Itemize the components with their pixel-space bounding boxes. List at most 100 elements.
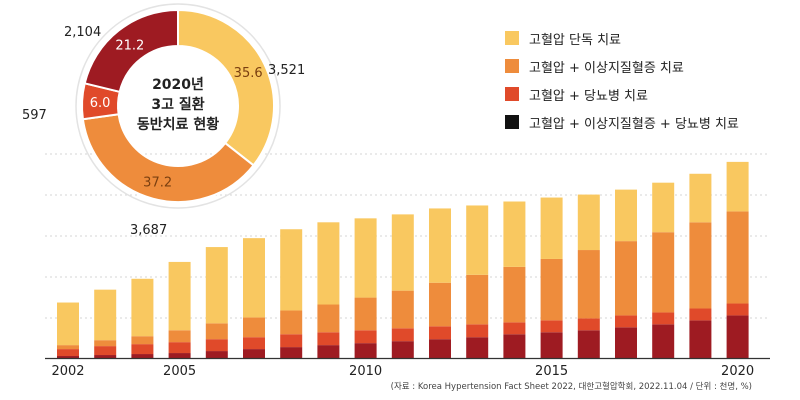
- legend-item: 고혈압 + 당뇨병 치료: [505, 80, 739, 108]
- bar-segment: [205, 351, 228, 358]
- bar-segment: [503, 201, 526, 267]
- bar-segment: [689, 308, 712, 321]
- bar-segment: [131, 344, 154, 355]
- legend-label: 고혈압 + 이상지질혈증 치료: [529, 60, 684, 76]
- bar-segment: [429, 282, 451, 327]
- x-tick-label: 2015: [535, 364, 568, 379]
- bar-segment: [94, 346, 117, 356]
- bar-segment: [689, 173, 712, 223]
- donut-count-label: 3,687: [130, 223, 167, 238]
- bar-segment: [205, 323, 228, 340]
- bar-segment: [652, 324, 675, 358]
- bar-segment: [652, 182, 675, 233]
- bar-segment: [726, 211, 749, 304]
- bar-segment: [615, 315, 637, 328]
- bar-segment: [168, 261, 191, 331]
- x-tick-label: 2005: [163, 364, 196, 379]
- bar-segment: [168, 353, 191, 358]
- legend-item: 고혈압 + 이상지질혈증 + 당뇨병 치료: [505, 108, 739, 136]
- bar-segment: [689, 222, 712, 309]
- donut-title: 2020년: [152, 77, 204, 93]
- bar-segment: [280, 229, 303, 311]
- bar-segment: [205, 247, 228, 324]
- bar-segment: [503, 334, 526, 358]
- bar-segment: [726, 315, 749, 358]
- bar-segment: [131, 278, 154, 337]
- bar-segment: [466, 324, 489, 338]
- bar-segment: [540, 332, 563, 358]
- bar-segment: [205, 339, 228, 352]
- bar-segment: [391, 290, 414, 329]
- bar-segment: [466, 205, 489, 275]
- donut-percent-label: 21.2: [115, 39, 144, 54]
- x-tick-label: 2020: [721, 364, 754, 379]
- donut-title: 3고 질환: [151, 96, 204, 113]
- legend-label: 고혈압 + 당뇨병 치료: [529, 88, 648, 104]
- x-tick-label: 2010: [349, 364, 382, 379]
- donut-slice: [83, 8, 179, 94]
- bar-segment: [57, 349, 79, 357]
- bar-segment: [577, 318, 600, 331]
- donut-slice: [81, 113, 255, 203]
- bar-segment: [243, 349, 265, 358]
- legend-item: 고혈압 + 이상지질혈증 치료: [505, 52, 739, 80]
- bar-segment: [466, 337, 489, 358]
- bar-segment: [243, 337, 265, 350]
- donut-slices: [81, 8, 275, 203]
- bar-segment: [391, 214, 414, 291]
- bar-segment: [317, 304, 340, 333]
- bar-segment: [317, 345, 340, 358]
- legend-swatch: [505, 59, 519, 73]
- bar-segment: [280, 334, 303, 348]
- donut-count-label: 3,521: [268, 63, 305, 78]
- donut-outer-ring: [75, 3, 281, 209]
- bars: [57, 161, 749, 358]
- bar-segment: [354, 297, 377, 331]
- bar-segment: [317, 332, 340, 346]
- bar-segment: [243, 317, 265, 338]
- bar-segment: [689, 320, 712, 358]
- bar-segment: [131, 354, 154, 358]
- bar-segment: [615, 327, 637, 358]
- bar-segment: [466, 274, 489, 325]
- bar-segment: [391, 341, 414, 358]
- bar-segment: [577, 194, 600, 251]
- bar-segment: [354, 218, 377, 298]
- bar-segment: [652, 312, 675, 325]
- bar-segment: [57, 302, 79, 346]
- legend-swatch: [505, 115, 519, 129]
- bar-segment: [429, 208, 451, 283]
- bar-segment: [317, 222, 340, 305]
- bar-segment: [354, 343, 377, 358]
- bar-segment: [577, 330, 600, 358]
- legend: 고혈압 단독 치료 고혈압 + 이상지질혈증 치료 고혈압 + 당뇨병 치료 고…: [505, 24, 739, 136]
- legend-item: 고혈압 단독 치료: [505, 24, 739, 52]
- donut-percent-label: 37.2: [143, 175, 172, 190]
- legend-label: 고혈압 + 이상지질혈증 + 당뇨병 치료: [529, 116, 739, 132]
- bar-segment: [503, 322, 526, 335]
- bar-segment: [94, 340, 117, 347]
- bar-segment: [94, 289, 117, 341]
- bar-segment: [57, 356, 79, 358]
- bar-segment: [429, 339, 451, 358]
- bar-segment: [615, 189, 637, 242]
- donut-title: 동반치료 현황: [137, 116, 219, 133]
- bar-segment: [354, 330, 377, 344]
- bar-segment: [391, 328, 414, 342]
- bar-segment: [503, 266, 526, 323]
- bar-segment: [615, 241, 637, 316]
- bar-segment: [168, 342, 191, 354]
- x-tick-label: 2002: [51, 364, 84, 379]
- bar-segment: [652, 232, 675, 313]
- bar-segment: [540, 320, 563, 333]
- bar-segment: [726, 303, 749, 316]
- legend-label: 고혈압 단독 치료: [529, 32, 621, 48]
- source-note: (자료 : Korea Hypertension Fact Sheet 2022…: [390, 382, 752, 392]
- bar-segment: [577, 250, 600, 319]
- donut-slice: [177, 8, 275, 167]
- donut-count-label: 2,104: [64, 25, 101, 40]
- bar-segment: [94, 355, 117, 358]
- bar-segment: [540, 197, 563, 259]
- bar-segment: [726, 161, 749, 212]
